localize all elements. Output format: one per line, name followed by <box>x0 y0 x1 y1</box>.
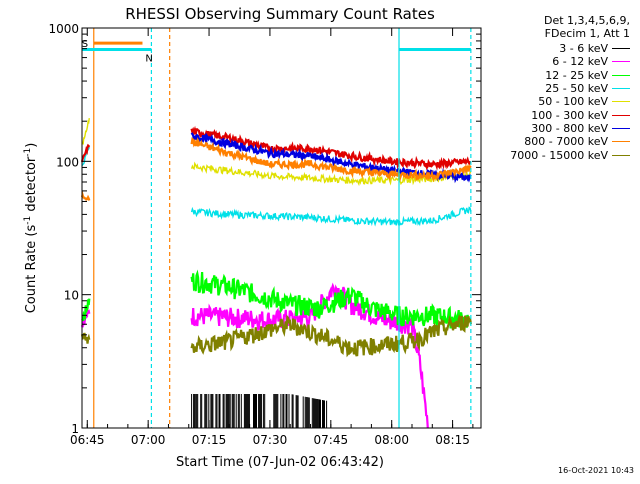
plot-frame <box>81 27 482 429</box>
legend-swatch <box>612 74 630 76</box>
y-tick-label: 1 <box>71 422 79 436</box>
legend-label: 6 - 12 keV <box>552 55 608 69</box>
legend-swatch <box>612 154 630 156</box>
series-800-7000-kev-pre <box>80 190 91 201</box>
legend-swatch <box>612 101 630 103</box>
detector-line-1: Det 1,3,4,5,6,9, <box>543 14 630 27</box>
axis-layer: 06:45 07:00 07:15 07:30 07:45 08:00 08:15 1 10 10… <box>48 22 481 447</box>
x-axis-label: Start Time (07-Jun-02 06:43:42) <box>176 455 384 470</box>
legend-label: 3 - 6 keV <box>559 42 608 56</box>
legend-item: 3 - 6 keV <box>484 42 630 55</box>
series-layer <box>80 118 472 429</box>
x-tick-label: 07:00 <box>131 433 166 447</box>
legend-swatch <box>612 141 630 143</box>
legend-label: 300 - 800 keV <box>531 121 608 135</box>
x-tick-label: 08:00 <box>374 433 409 447</box>
y-axis-label-main: Count Rate (s <box>24 225 39 314</box>
series-12-25-kev-pre <box>81 298 91 322</box>
x-tick-label: 07:30 <box>253 433 288 447</box>
legend-swatch <box>612 114 630 116</box>
detector-info: Det 1,3,4,5,6,9, FDecim 1, Att 1 <box>544 14 630 40</box>
legend-item: 300 - 800 keV <box>484 122 630 135</box>
legend-item: 25 - 50 keV <box>484 82 630 95</box>
legend-item: 7000 - 15000 keV <box>484 148 630 162</box>
y-axis-label-sup2: -1 <box>23 148 33 157</box>
series-12-25-kev-main <box>190 269 470 330</box>
y-axis-label-sup1: -1 <box>23 216 33 225</box>
x-tick-label: 06:45 <box>70 433 105 447</box>
legend-swatch <box>612 61 630 63</box>
series-7000-15000-kev-main <box>190 314 472 358</box>
footer-date: 16-Oct-2021 10:43 <box>558 466 634 475</box>
detector-line-2: FDecim 1, Att 1 <box>544 27 630 40</box>
legend-swatch <box>612 48 630 50</box>
legend-label: 800 - 7000 keV <box>524 135 608 149</box>
legend-label: 50 - 100 keV <box>538 95 608 109</box>
series-3-6kev-spikes <box>191 394 328 428</box>
legend-item: 800 - 7000 keV <box>484 135 630 148</box>
legend-item: 6 - 12 keV <box>484 55 630 68</box>
y-axis-label: Count Rate (s-1 detector-1) <box>23 143 39 314</box>
x-tick-label: 07:15 <box>192 433 227 447</box>
y-axis-label-end: ) <box>24 143 39 148</box>
y-tick-label: 1000 <box>48 22 79 36</box>
series-100-300-kev-pre <box>80 143 91 163</box>
series-6-12-kev-main <box>190 282 429 429</box>
flag-label-s: S <box>82 39 88 50</box>
x-tick-label: 07:45 <box>314 433 349 447</box>
series-100-300-kev-main <box>190 125 472 171</box>
legend-label: 25 - 50 keV <box>545 82 608 96</box>
series-50-100-kev-pre <box>81 118 90 145</box>
legend-swatch <box>612 127 630 129</box>
legend-item: 100 - 300 keV <box>484 108 630 122</box>
y-tick-label: 10 <box>64 289 79 303</box>
x-tick-label: 08:15 <box>435 433 470 447</box>
series-25-50-kev-main <box>190 206 472 227</box>
legend-label: 7000 - 15000 keV <box>510 148 608 162</box>
legend-item: 12 - 25 keV <box>484 69 630 82</box>
legend-label: 12 - 25 keV <box>545 68 608 82</box>
legend-label: 100 - 300 keV <box>531 108 608 122</box>
series-50-100-kev-main <box>190 161 472 187</box>
legend: 3 - 6 keV 6 - 12 keV 12 - 25 keV 25 - 50… <box>484 42 630 162</box>
flag-label-n: N <box>145 53 152 64</box>
marker-layer: SN <box>82 28 472 428</box>
y-axis-label-mid: detector <box>24 156 39 216</box>
series-7000-15000-kev-pre <box>80 332 91 344</box>
chart-title: RHESSI Observing Summary Count Rates <box>125 5 435 23</box>
legend-item: 50 - 100 keV <box>484 95 630 108</box>
legend-swatch <box>612 88 630 90</box>
y-tick-label: 100 <box>56 155 79 169</box>
series-800-7000-kev-main <box>190 136 472 183</box>
